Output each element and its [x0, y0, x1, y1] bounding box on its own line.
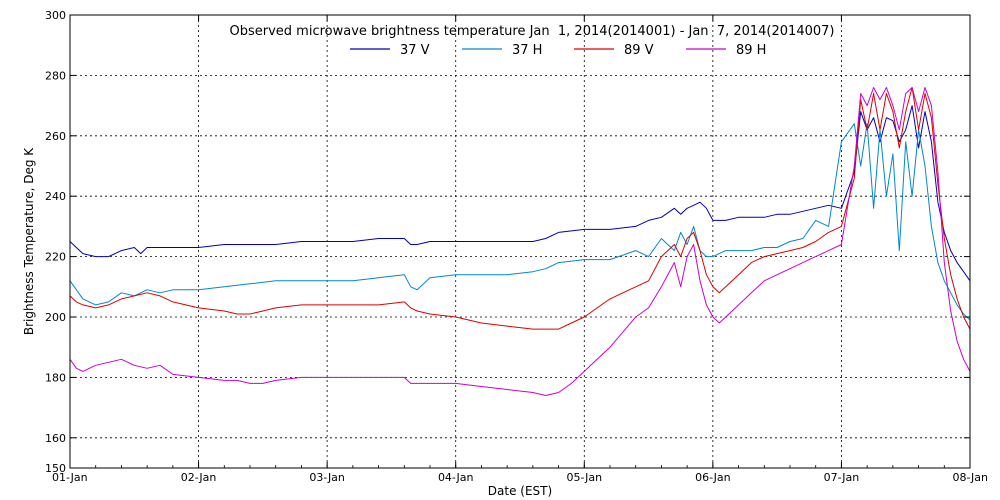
- legend-label-37-v: 37 V: [400, 43, 430, 58]
- series-line-37-h: [69, 123, 971, 321]
- y-tick-label: 300: [45, 9, 66, 22]
- plot-frame: [69, 14, 971, 469]
- y-tick-label: 280: [45, 69, 66, 82]
- x-tick-label: 07-Jan: [824, 471, 860, 484]
- series-line-89-h: [69, 87, 971, 396]
- axis-layer: 150 160 180 200 220 240 260 280 300 01-Jan 02-Jan 0…: [45, 9, 988, 484]
- x-tick-label: 02-Jan: [181, 471, 217, 484]
- y-tick-label: 220: [45, 251, 66, 264]
- y-tick-label: 160: [45, 432, 66, 445]
- legend-label-89-v: 89 V: [624, 43, 654, 58]
- y-tick-label: 260: [45, 130, 66, 143]
- series-line-89-v: [69, 87, 971, 330]
- y-tick-label: 150: [45, 462, 66, 475]
- x-tick-label: 03-Jan: [309, 471, 345, 484]
- x-axis-label: Date (EST): [488, 484, 552, 498]
- x-tick-label: 05-Jan: [567, 471, 603, 484]
- chart-title: Observed microwave brightness temperatur…: [230, 24, 835, 39]
- y-tick-label: 180: [45, 371, 66, 384]
- x-tick-label: 04-Jan: [438, 471, 474, 484]
- y-tick-label: 200: [45, 311, 66, 324]
- x-tick-label: 06-Jan: [695, 471, 731, 484]
- series-layer: [69, 87, 971, 396]
- x-tick-label: 08-Jan: [952, 471, 988, 484]
- legend-label-89-h: 89 H: [736, 43, 766, 58]
- x-tick-label: 01-Jan: [52, 471, 88, 484]
- legend-label-37-h: 37 H: [512, 43, 542, 58]
- legend: 37 V 37 H 89 V 89 H: [350, 43, 766, 58]
- y-axis-label: Brightness Temperature, Deg K: [22, 147, 36, 335]
- y-tick-label: 240: [45, 190, 66, 203]
